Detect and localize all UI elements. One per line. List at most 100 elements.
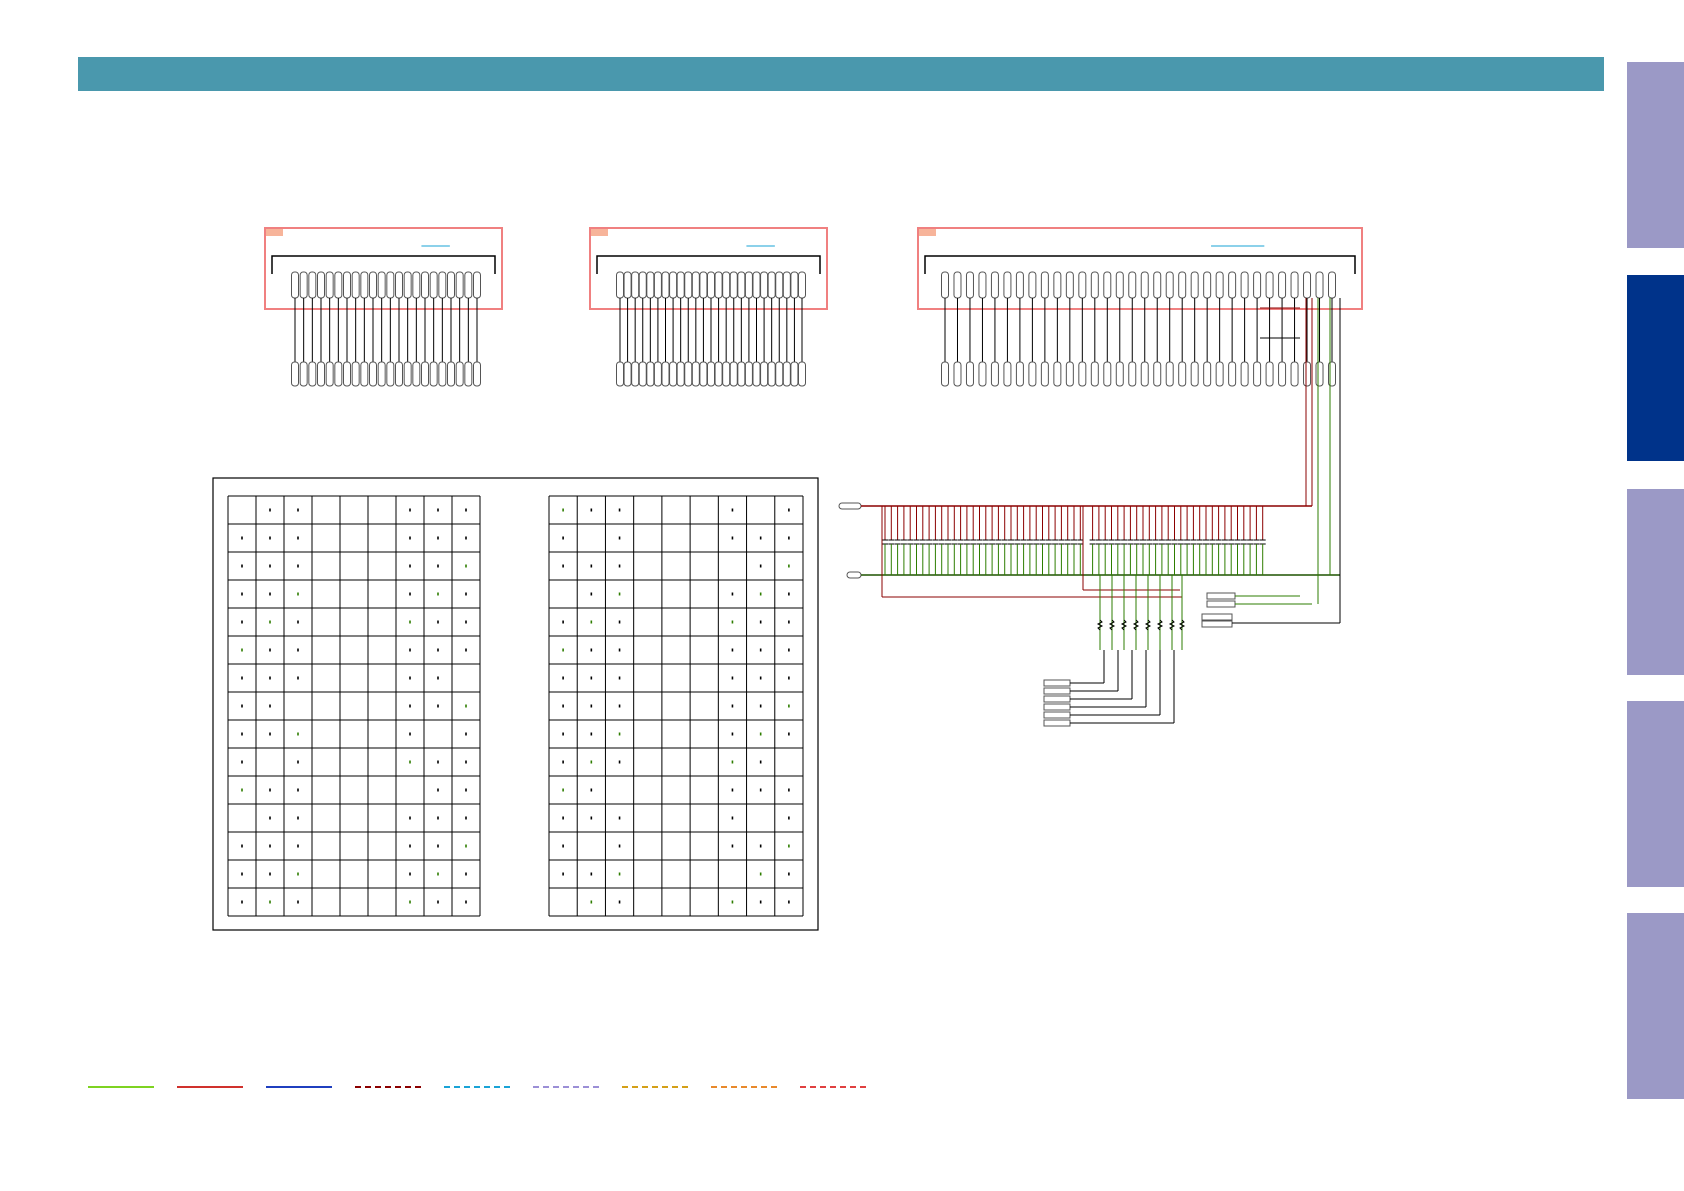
grid-dot (269, 844, 271, 848)
grid-dot (269, 508, 271, 512)
grid-dot (731, 592, 734, 596)
grid-dot (590, 564, 593, 568)
connector-pin (369, 271, 377, 299)
terminal-pin (714, 361, 723, 387)
connector-pin (334, 271, 343, 299)
grid-dot (590, 592, 593, 596)
terminal-pin (990, 361, 999, 387)
terminal-pin (744, 361, 753, 387)
net-label-port (1043, 703, 1071, 711)
connector-pin (343, 271, 351, 299)
connector-pin (676, 271, 685, 299)
grid-dot (409, 676, 411, 680)
connector-pin (421, 271, 429, 299)
connector-box (264, 227, 503, 310)
terminal-pin (447, 361, 455, 387)
side-tab-2[interactable] (1627, 275, 1684, 461)
grid-dot (618, 564, 621, 568)
grid-dot (788, 900, 790, 904)
side-tab-4[interactable] (1627, 701, 1684, 887)
connector-pin (464, 271, 473, 299)
terminal-pin (623, 361, 632, 387)
grid-dot (562, 508, 564, 512)
grid-dot (297, 732, 299, 736)
side-tab-3[interactable] (1627, 489, 1684, 675)
grid-dot (731, 788, 734, 792)
terminal-pin (317, 361, 325, 387)
grid-dot (409, 900, 411, 904)
terminal-pin (1040, 361, 1049, 387)
connector-pin (1165, 271, 1174, 299)
grid-dot (269, 900, 271, 904)
grid-dot (618, 816, 621, 820)
grid-dot (759, 592, 762, 596)
grid-dot (437, 872, 439, 876)
grid-dot (590, 816, 593, 820)
grid-dot (437, 704, 439, 708)
grid-dot (297, 872, 299, 876)
grid-dot (465, 872, 467, 876)
connector-pin (455, 271, 464, 299)
grid-dot (241, 592, 243, 596)
grid-dot (465, 536, 467, 540)
grid-dot (590, 620, 593, 624)
grid-dot (297, 844, 299, 848)
net-label-port (1043, 711, 1071, 719)
connector-pin (707, 271, 715, 299)
connector-pin (714, 271, 723, 299)
connector-pin (1253, 271, 1262, 299)
connector-bracket (271, 255, 496, 274)
net-label-port (838, 502, 862, 510)
terminal-pin (638, 361, 647, 387)
grid-dot (241, 844, 243, 848)
grid-dot (562, 760, 564, 764)
connector-pin (325, 271, 334, 299)
grid-dot (465, 732, 467, 736)
connector-pin (722, 271, 731, 299)
connector-pin (317, 271, 325, 299)
grid-dot (409, 536, 411, 540)
grid-dot (562, 704, 564, 708)
grid-dot (409, 760, 411, 764)
connector-pin (1215, 271, 1224, 299)
grid-dot (788, 788, 790, 792)
terminal-pin (653, 361, 662, 387)
grid-dot (297, 564, 299, 568)
grid-dot (618, 620, 621, 624)
connector-pin (291, 271, 299, 299)
grid-dot (465, 900, 467, 904)
grid-dot (788, 592, 790, 596)
connector-pin (1053, 271, 1062, 299)
grid-dot (618, 508, 621, 512)
grid-dot (731, 900, 734, 904)
grid-dot (618, 592, 621, 596)
grid-dot (788, 844, 790, 848)
terminal-pin (729, 361, 738, 387)
connector-pin (752, 271, 761, 299)
grid-dot (409, 844, 411, 848)
grid-dot (590, 732, 593, 736)
terminal-pin (707, 361, 715, 387)
terminal-pin (669, 361, 678, 387)
grid-dot (269, 732, 271, 736)
connector-pin (978, 271, 987, 299)
grid-dot (731, 620, 734, 624)
terminal-pin (351, 361, 360, 387)
terminal-pin (1165, 361, 1174, 387)
grid-dot (297, 536, 299, 540)
side-tab-1[interactable] (1627, 62, 1684, 248)
grid-dot (297, 676, 299, 680)
connector-pin (1003, 271, 1012, 299)
resistor (1144, 619, 1152, 631)
connector-pin (699, 271, 708, 299)
connector-pin (775, 271, 784, 299)
grid-dot (788, 732, 790, 736)
net-label-port (1206, 600, 1236, 608)
terminal-pin (1053, 361, 1062, 387)
grid-dot (409, 704, 411, 708)
connector-pin (737, 271, 746, 299)
side-tab-5[interactable] (1627, 913, 1684, 1099)
grid-dot (562, 536, 564, 540)
terminal-pin (775, 361, 784, 387)
grid-dot (562, 872, 564, 876)
